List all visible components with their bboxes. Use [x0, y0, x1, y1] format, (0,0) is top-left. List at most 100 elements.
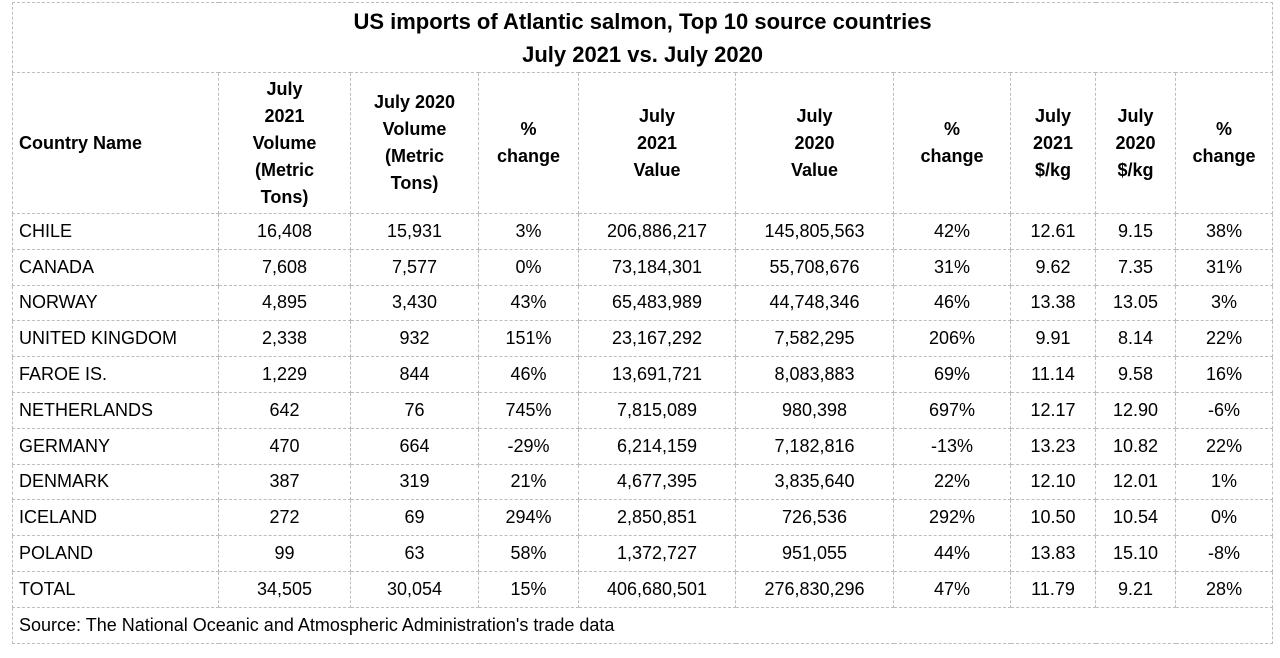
value-cell: 206% [893, 320, 1011, 358]
value-cell: 46% [478, 356, 579, 393]
value-cell: 12.61 [1010, 213, 1096, 250]
value-cell: -8% [1174, 535, 1274, 572]
data-row: ICELAND 272 69 294% 2,850,851 726,536 292% 10.5… [12, 499, 1274, 537]
value-cell: 11.14 [1010, 356, 1096, 393]
value-cell: 6,214,159 [578, 427, 736, 465]
value-cell: 43% [478, 284, 579, 322]
value-cell: 38% [1174, 213, 1274, 250]
data-row: GERMANY 470 664 -29% 6,214,159 7,182,816 -13% 1… [12, 427, 1274, 465]
country-cell: ICELAND [12, 499, 219, 537]
value-cell: 9.15 [1095, 213, 1176, 250]
value-cell: 15% [478, 570, 579, 608]
value-cell: 13,691,721 [578, 356, 736, 393]
value-cell: 73,184,301 [578, 248, 736, 286]
value-cell: 9.21 [1095, 570, 1176, 608]
value-cell: 7,582,295 [735, 320, 894, 358]
data-row: NETHERLANDS 642 76 745% 7,815,089 980,398 697%… [12, 391, 1274, 429]
value-cell: 12.01 [1095, 463, 1176, 501]
header-text: % change [920, 119, 984, 166]
value-cell: -13% [893, 427, 1011, 465]
title-cell: US imports of Atlantic salmon, Top 10 so… [11, 2, 1274, 73]
title-row: US imports of Atlantic salmon, Top 10 so… [11, 2, 1274, 73]
data-row: CHILE 16,408 15,931 3% 206,886,217 145,805,56… [12, 213, 1274, 250]
value-cell: 9.62 [1010, 248, 1096, 286]
header-cell: July 2020 Volume (Metric Tons) [350, 72, 479, 214]
header-text: July 2021 Value [633, 105, 681, 180]
value-cell: 844 [350, 356, 479, 393]
value-cell: 13.83 [1010, 535, 1096, 572]
value-cell: 406,680,501 [578, 570, 736, 608]
value-cell: 3% [478, 213, 579, 250]
country-cell: CHILE [12, 213, 219, 250]
header-cell: % change [478, 72, 579, 214]
value-cell: 7,815,089 [578, 391, 736, 429]
value-cell: 55,708,676 [735, 248, 894, 286]
header-cell: % change [1174, 72, 1274, 214]
source-row: Source: The National Oceanic and Atmosph… [11, 606, 1274, 644]
value-cell: 34,505 [218, 570, 351, 608]
source-note: Source: The National Oceanic and Atmosph… [11, 606, 1274, 644]
country-cell: TOTAL [12, 570, 219, 608]
value-cell: 1% [1174, 463, 1274, 501]
value-cell: 15.10 [1095, 535, 1176, 572]
value-cell: 21% [478, 463, 579, 501]
value-cell: 4,677,395 [578, 463, 736, 501]
value-cell: 294% [478, 499, 579, 537]
value-cell: 11.79 [1010, 570, 1096, 608]
header-text: % change [1192, 119, 1256, 166]
header-row: Country Name July 2021 Volume (Metric Ton… [12, 72, 1274, 214]
value-cell: 10.82 [1095, 427, 1176, 465]
data-table: US imports of Atlantic salmon, Top 10 so… [11, 2, 1274, 644]
value-cell: 1,372,727 [578, 535, 736, 572]
header-cell: July 2020 Value [735, 72, 894, 214]
value-cell: 4,895 [218, 284, 351, 322]
value-cell: 69% [893, 356, 1011, 393]
header-cell: July 2021 Volume (Metric Tons) [218, 72, 351, 214]
value-cell: 980,398 [735, 391, 894, 429]
value-cell: 31% [1174, 248, 1274, 286]
value-cell: 63 [350, 535, 479, 572]
value-cell: 16,408 [218, 213, 351, 250]
header-text: July 2020 Value [790, 105, 839, 180]
country-cell: UNITED KINGDOM [12, 320, 219, 358]
value-cell: 13.38 [1010, 284, 1096, 322]
value-cell: 3,430 [350, 284, 479, 322]
header-text: July 2020 $/kg [1115, 105, 1156, 180]
value-cell: 7.35 [1095, 248, 1176, 286]
table-container: US imports of Atlantic salmon, Top 10 so… [11, 2, 1274, 644]
value-cell: 23,167,292 [578, 320, 736, 358]
value-cell: 726,536 [735, 499, 894, 537]
value-cell: 65,483,989 [578, 284, 736, 322]
country-cell: GERMANY [12, 427, 219, 465]
country-cell: NETHERLANDS [12, 391, 219, 429]
value-cell: 10.54 [1095, 499, 1176, 537]
data-row: POLAND 99 63 58% 1,372,727 951,055 44% 13.83 15.… [12, 535, 1274, 572]
value-cell: 44,748,346 [735, 284, 894, 322]
value-cell: 44% [893, 535, 1011, 572]
header-cell: July 2020 $/kg [1095, 72, 1176, 214]
value-cell: 151% [478, 320, 579, 358]
data-row: CANADA 7,608 7,577 0% 73,184,301 55,708,676 31… [12, 248, 1274, 286]
value-cell: 69 [350, 499, 479, 537]
value-cell: 22% [1174, 427, 1274, 465]
value-cell: 1,229 [218, 356, 351, 393]
country-cell: FAROE IS. [12, 356, 219, 393]
value-cell: -6% [1174, 391, 1274, 429]
value-cell: 2,338 [218, 320, 351, 358]
value-cell: 387 [218, 463, 351, 501]
value-cell: 12.10 [1010, 463, 1096, 501]
country-cell: CANADA [12, 248, 219, 286]
value-cell: 47% [893, 570, 1011, 608]
value-cell: 12.17 [1010, 391, 1096, 429]
value-cell: 22% [893, 463, 1011, 501]
value-cell: 697% [893, 391, 1011, 429]
subtitle: July 2021 vs. July 2020 [522, 41, 764, 67]
value-cell: 22% [1174, 320, 1274, 358]
value-cell: 3,835,640 [735, 463, 894, 501]
data-row: FAROE IS. 1,229 844 46% 13,691,721 8,083,883 6… [12, 356, 1274, 393]
value-cell: 2,850,851 [578, 499, 736, 537]
value-cell: 7,608 [218, 248, 351, 286]
data-row: NORWAY 4,895 3,430 43% 65,483,989 44,748,346 4… [12, 284, 1274, 322]
value-cell: 206,886,217 [578, 213, 736, 250]
